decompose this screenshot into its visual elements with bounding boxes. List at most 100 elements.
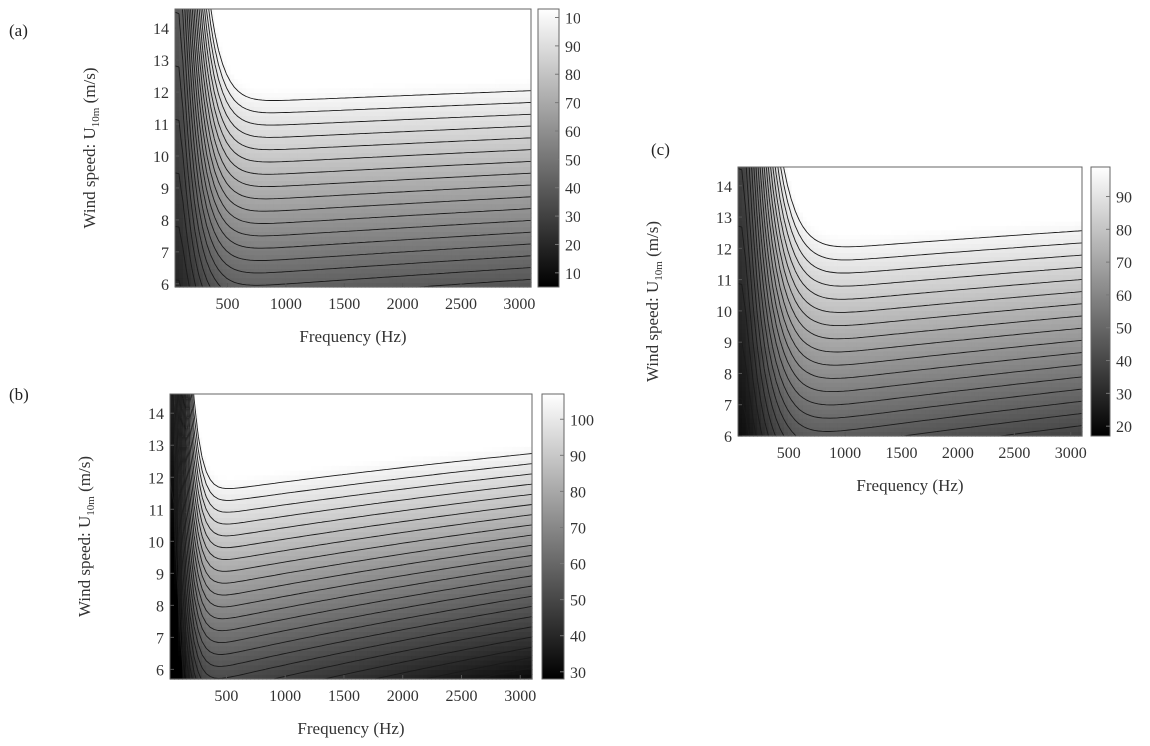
heatmap-cell bbox=[238, 240, 243, 246]
heatmap-cell bbox=[329, 254, 334, 260]
heatmap-cell bbox=[329, 46, 334, 52]
heatmap-cell bbox=[356, 254, 362, 260]
heatmap-cell bbox=[313, 226, 318, 232]
heatmap-cell bbox=[329, 69, 334, 75]
heatmap-cell bbox=[333, 282, 338, 288]
heatmap-cell bbox=[262, 64, 267, 70]
heatmap-cell bbox=[376, 273, 382, 279]
heatmap-cell bbox=[507, 161, 512, 168]
heatmap-cell bbox=[254, 124, 259, 131]
heatmap-cell bbox=[412, 175, 417, 182]
heatmap-cell bbox=[408, 50, 413, 56]
heatmap-cell bbox=[523, 138, 528, 144]
heatmap-cell bbox=[475, 240, 481, 246]
heatmap-cell bbox=[313, 134, 318, 140]
heatmap-cell bbox=[475, 222, 481, 228]
heatmap-cell bbox=[210, 282, 216, 288]
heatmap-cell bbox=[471, 166, 477, 172]
heatmap-cell bbox=[511, 64, 516, 70]
heatmap-cell bbox=[408, 185, 413, 191]
heatmap-cell bbox=[269, 92, 275, 98]
heatmap-cell bbox=[459, 189, 465, 195]
heatmap-cell bbox=[297, 106, 303, 112]
heatmap-cell bbox=[471, 194, 477, 200]
heatmap-cell bbox=[246, 83, 251, 89]
heatmap-cell bbox=[250, 217, 255, 223]
heatmap-cell bbox=[463, 166, 469, 172]
heatmap-cell bbox=[230, 50, 235, 56]
heatmap-cell bbox=[368, 198, 374, 205]
heatmap-cell bbox=[285, 249, 291, 256]
heatmap-cell bbox=[285, 254, 291, 260]
heatmap-cell bbox=[242, 236, 247, 242]
heatmap-cell bbox=[443, 236, 449, 242]
heatmap-cell bbox=[408, 110, 413, 117]
heatmap-cell bbox=[250, 143, 255, 149]
heatmap-cell bbox=[495, 101, 500, 107]
heatmap-cell bbox=[234, 277, 239, 283]
heatmap-cell bbox=[451, 97, 457, 103]
heatmap-cell bbox=[325, 92, 330, 98]
heatmap-cell bbox=[440, 50, 445, 56]
heatmap-cell bbox=[507, 249, 512, 256]
heatmap-cell bbox=[364, 277, 370, 283]
heatmap-cell bbox=[175, 124, 180, 131]
heatmap-cell bbox=[234, 245, 239, 251]
heatmap-cell bbox=[301, 273, 307, 279]
heatmap-cell bbox=[289, 50, 295, 56]
heatmap-cell bbox=[412, 46, 417, 52]
heatmap-cell bbox=[269, 106, 275, 112]
heatmap-cell bbox=[305, 148, 311, 154]
heatmap-cell bbox=[281, 245, 287, 251]
heatmap-cell bbox=[424, 110, 429, 117]
heatmap-cell bbox=[238, 198, 243, 205]
heatmap-cell bbox=[515, 161, 520, 168]
heatmap-cell bbox=[475, 166, 481, 172]
heatmap-cell bbox=[305, 180, 311, 186]
heatmap-cell bbox=[436, 92, 441, 98]
heatmap-cell bbox=[206, 69, 212, 75]
heatmap-cell bbox=[459, 171, 465, 177]
heatmap-cell bbox=[305, 59, 311, 66]
heatmap-cell bbox=[428, 97, 433, 103]
heatmap-cell bbox=[325, 268, 330, 274]
heatmap-cell bbox=[226, 97, 231, 103]
heatmap-cell bbox=[463, 203, 469, 209]
heatmap-cell bbox=[475, 124, 481, 131]
heatmap-cell bbox=[443, 157, 449, 163]
heatmap-cell bbox=[447, 36, 453, 43]
heatmap-cell bbox=[305, 64, 311, 70]
heatmap-cell bbox=[396, 73, 402, 80]
heatmap-cell bbox=[364, 50, 370, 56]
heatmap-cell bbox=[305, 41, 311, 47]
heatmap-cell bbox=[440, 124, 445, 131]
heatmap-cell bbox=[281, 254, 287, 260]
heatmap-cell bbox=[420, 263, 425, 270]
heatmap-cell bbox=[333, 166, 338, 172]
heatmap-cell bbox=[420, 157, 425, 163]
heatmap-cell bbox=[503, 69, 508, 75]
heatmap-cell bbox=[384, 203, 390, 209]
heatmap-cell bbox=[317, 69, 322, 75]
heatmap-cell bbox=[412, 73, 417, 80]
heatmap-cell bbox=[396, 282, 402, 288]
heatmap-cell bbox=[424, 226, 429, 232]
heatmap-cell bbox=[416, 110, 421, 117]
heatmap-cell bbox=[364, 64, 370, 70]
heatmap-cell bbox=[491, 277, 496, 283]
heatmap-cell bbox=[345, 212, 350, 219]
heatmap-cell bbox=[396, 41, 402, 47]
heatmap-cell bbox=[368, 124, 374, 131]
heatmap-cell bbox=[364, 87, 370, 93]
heatmap-cell bbox=[388, 64, 394, 70]
heatmap-cell bbox=[404, 87, 409, 93]
heatmap-cell bbox=[269, 27, 275, 33]
heatmap-cell bbox=[443, 171, 449, 177]
heatmap-cell bbox=[463, 83, 469, 89]
heatmap-cell bbox=[368, 110, 374, 117]
heatmap-cell bbox=[511, 50, 516, 56]
heatmap-cell bbox=[404, 222, 409, 228]
heatmap-cell bbox=[186, 273, 192, 279]
heatmap-cell bbox=[463, 254, 469, 260]
heatmap-cell bbox=[281, 152, 287, 158]
